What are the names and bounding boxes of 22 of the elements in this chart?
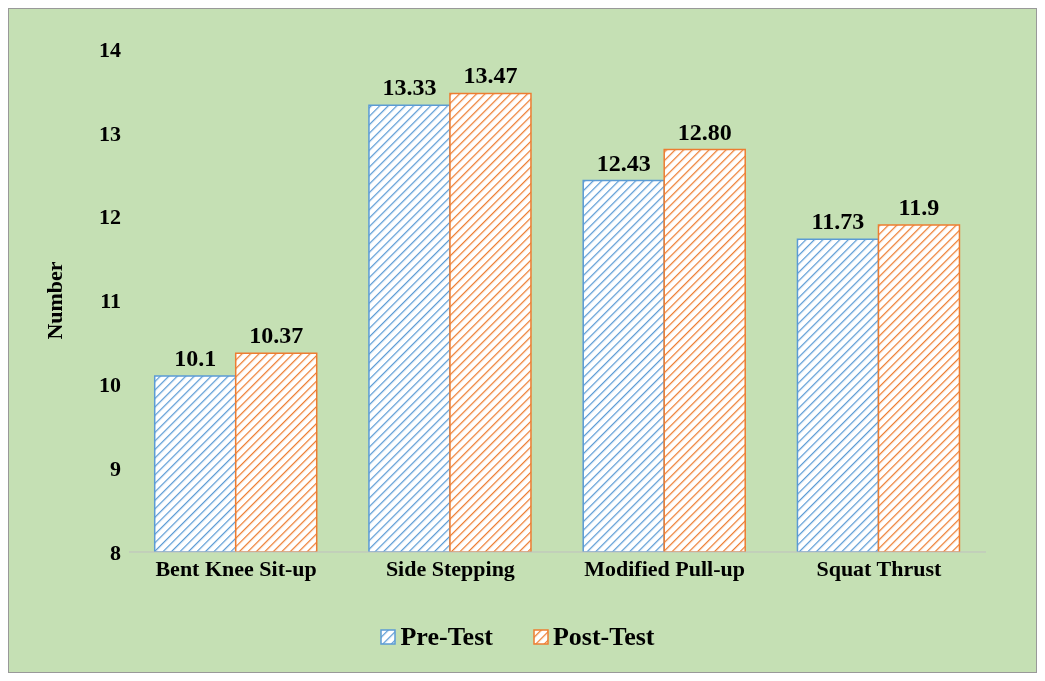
- data-label: 12.43: [596, 149, 651, 176]
- data-label: 11.73: [811, 208, 865, 235]
- data-label: 12.80: [677, 118, 732, 145]
- x-tick-label: Squat Thrust: [816, 555, 943, 581]
- x-tick-label: Modified Pull-up: [584, 555, 745, 581]
- y-tick-label: 12: [99, 204, 121, 230]
- legend-label: Post-Test: [552, 622, 655, 652]
- y-tick-label: 8: [110, 539, 121, 565]
- data-label: 13.47: [463, 62, 518, 89]
- x-tick-label: Bent Knee Sit-up: [155, 555, 317, 581]
- data-label: 11.9: [898, 194, 940, 221]
- y-tick-label: 10: [99, 372, 121, 398]
- y-axis-title: Number: [41, 261, 67, 340]
- y-tick-label: 9: [110, 455, 121, 481]
- y-tick-label: 11: [100, 288, 121, 314]
- data-label: 10.37: [249, 322, 304, 349]
- y-tick-label: 13: [99, 120, 121, 146]
- data-label: 10.1: [174, 344, 217, 371]
- legend-label: Pre-Test: [400, 622, 493, 652]
- y-tick-label: 14: [99, 36, 121, 62]
- x-tick-label: Side Stepping: [385, 555, 515, 581]
- data-label: 13.33: [382, 74, 437, 101]
